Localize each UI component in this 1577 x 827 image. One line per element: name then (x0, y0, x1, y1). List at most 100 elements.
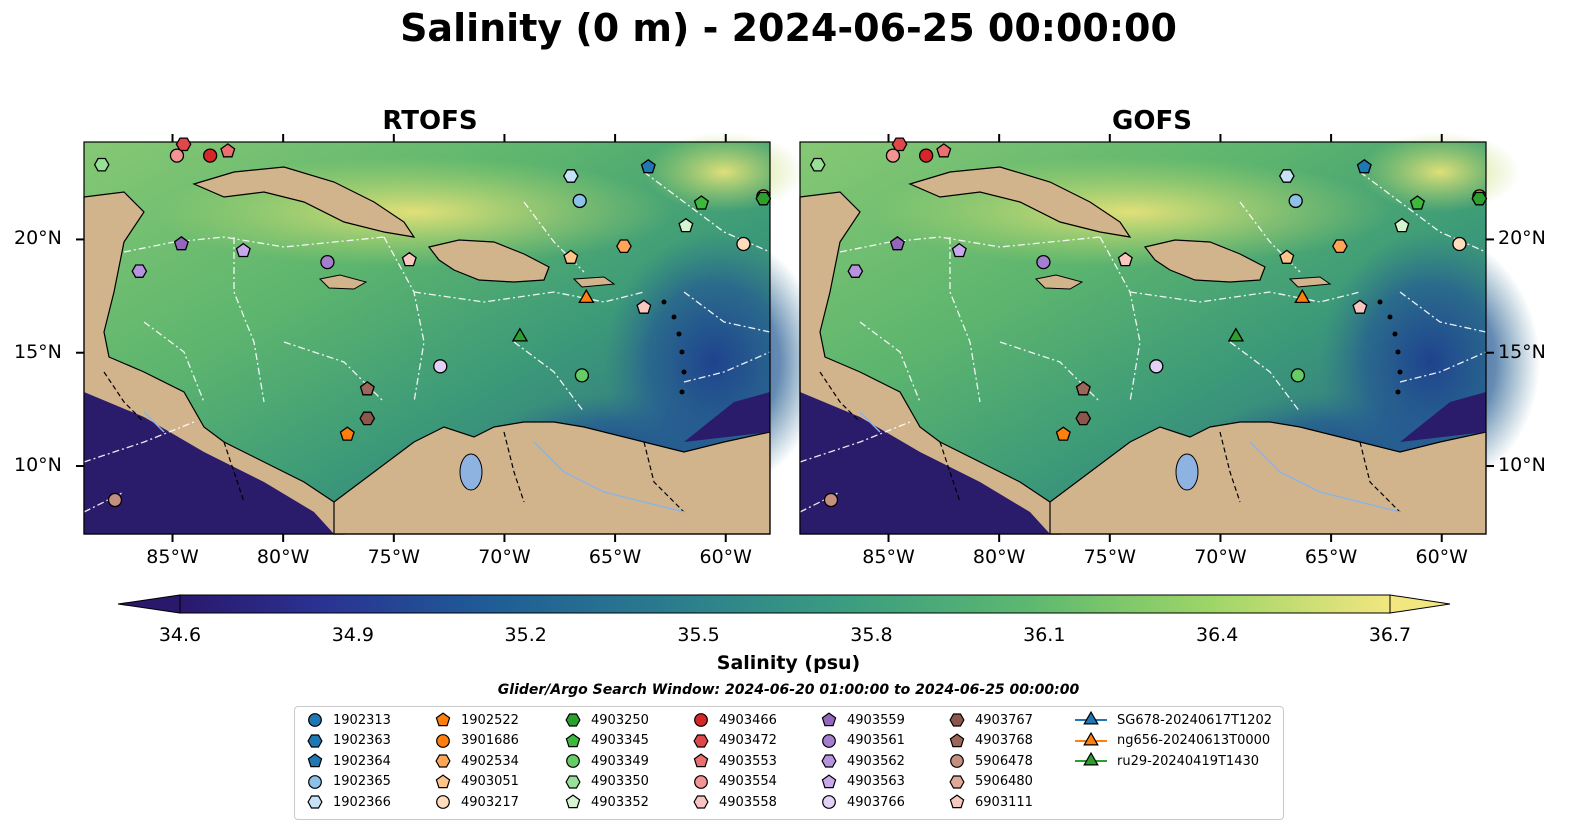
legend-label: ru29-20240419T1430 (1117, 753, 1260, 769)
data-point-4903767 (359, 411, 376, 426)
legend-marker (307, 753, 323, 768)
data-point-4903349 (574, 368, 590, 383)
legend-label: 6903111 (975, 794, 1033, 810)
data-point-4903553 (220, 143, 236, 158)
colorbar-tick-label: 36.4 (1195, 624, 1239, 646)
legend-label: 4903563 (847, 774, 905, 789)
legend-item: 1902365 (305, 772, 391, 792)
legend-item: 5906478 (947, 751, 1033, 771)
legend-item: 1902313 (305, 710, 391, 730)
legend-item: 4903217 (433, 792, 519, 812)
legend-label: 5906478 (975, 753, 1033, 769)
x-tick-label: 60°W (699, 546, 752, 568)
x-tick-label: 85°W (862, 546, 915, 568)
legend-marker (436, 733, 450, 748)
data-point-ru29-20240419T1430 (511, 327, 529, 342)
data-point-4903051 (563, 249, 579, 264)
legend-marker (949, 774, 965, 789)
legend-label: 4903553 (719, 753, 777, 769)
data-point-4903350 (809, 157, 826, 172)
legend-item: 1902364 (305, 751, 391, 771)
data-point-4903345 (693, 195, 709, 210)
legend-item: 4903559 (819, 710, 905, 730)
legend-label: ng656-20240613T0000 (1117, 733, 1271, 748)
legend-item: 4903350 (563, 772, 649, 792)
legend-label: 4903562 (847, 753, 905, 769)
x-tick-label: 65°W (1304, 546, 1358, 568)
legend-item: 5906480 (947, 772, 1033, 792)
x-tick-label: 75°W (1083, 546, 1137, 568)
legend-item: 4903562 (819, 751, 905, 771)
data-point-ng656-20240613T0000 (1294, 288, 1311, 304)
data-point-4903553 (936, 143, 952, 158)
legend-label: 4903472 (719, 733, 777, 748)
legend-item: 4903768 (947, 731, 1033, 751)
search-window-text: Glider/Argo Search Window: 2024-06-20 01… (497, 682, 1080, 698)
legend-item: 4903349 (563, 751, 649, 771)
legend-label: 4903349 (591, 753, 649, 769)
colorbar (117, 594, 1451, 614)
data-point-4903561 (1036, 254, 1051, 270)
panel-title-gofs: GOFS (1112, 106, 1192, 136)
data-point-4903472 (175, 137, 192, 152)
legend-marker (1075, 731, 1107, 745)
legend-marker (821, 712, 837, 727)
legend-item: 4903558 (691, 792, 777, 812)
data-point-4903554 (885, 148, 901, 163)
legend-label: 4903352 (591, 794, 649, 810)
x-tick-label: 60°W (1415, 546, 1468, 568)
data-point-4903352 (678, 217, 694, 233)
data-point-5906478 (823, 492, 839, 508)
legend-label: 4903345 (591, 733, 649, 748)
legend-marker (435, 754, 451, 768)
x-tick-label: 65°W (588, 546, 642, 568)
data-point-4903766 (433, 359, 448, 374)
data-point-1902365 (572, 193, 587, 209)
y-tick-label: 15°N (1498, 340, 1546, 363)
data-point-4903561 (320, 254, 335, 270)
legend-marker (435, 773, 451, 788)
legend-label: 4903766 (847, 794, 905, 810)
legend-label: 4903466 (719, 712, 777, 728)
legend-marker (694, 774, 708, 789)
legend-label: 4903558 (719, 794, 777, 810)
legend-item: 3901686 (433, 731, 519, 751)
legend-label: 1902366 (333, 794, 391, 810)
data-point-4903472 (891, 137, 908, 152)
legend-item: 1902522 (433, 710, 519, 730)
legend-label: 5906480 (975, 774, 1033, 789)
data-point-4903768 (359, 380, 375, 396)
legend-marker (949, 794, 965, 809)
data-point-6903111 (636, 299, 652, 314)
legend-marker (565, 713, 581, 727)
data-point-1902365 (1288, 193, 1303, 209)
data-point-1902366 (1278, 169, 1295, 183)
legend-label: SG678-20240617T1202 (1117, 712, 1273, 728)
data-point-ng656-20240613T0000 (578, 288, 595, 304)
legend-label: 4903217 (461, 794, 519, 810)
legend-item: 4903553 (691, 751, 777, 771)
legend-item: 4902534 (433, 751, 519, 771)
legend-label: 4903554 (719, 774, 777, 789)
map-panels (76, 131, 1541, 542)
legend: 1902313 1902363 1902364 1902365 1902366 19025… (294, 706, 1284, 820)
legend-item: ng656-20240613T0000 (1073, 731, 1270, 751)
data-point-4903345 (1409, 195, 1425, 210)
legend-label: 1902522 (461, 712, 519, 728)
data-point-ru29-20240419T1430 (1227, 327, 1245, 342)
legend-marker (566, 754, 580, 768)
data-point-4903350 (93, 157, 110, 172)
data-point-5906478 (107, 492, 123, 508)
colorbar-tick-label: 36.7 (1368, 624, 1412, 646)
data-point-4903250 (755, 191, 772, 206)
legend-item: 4903466 (691, 710, 777, 730)
legend-marker (949, 732, 965, 747)
data-point-1902522 (1055, 426, 1071, 441)
legend-item: 4903554 (691, 772, 777, 792)
legend-marker (436, 795, 450, 809)
data-point-4903217 (1452, 236, 1467, 252)
legend-item: 4903352 (563, 792, 649, 812)
y-tick-label: 10°N (14, 454, 62, 477)
data-point-4903559 (889, 235, 905, 251)
legend-item: 1902363 (305, 731, 391, 751)
